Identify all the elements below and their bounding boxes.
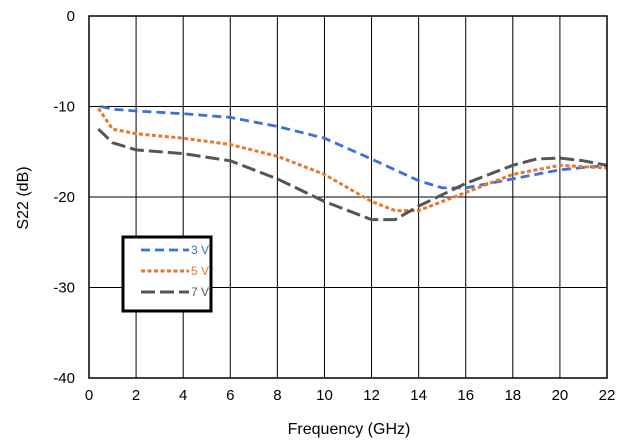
- x-tick-label: 12: [363, 387, 380, 404]
- legend-label-1: 3 V: [191, 243, 209, 257]
- series-line-2: [97, 107, 608, 213]
- x-tick-label: 10: [316, 387, 333, 404]
- legend-items: 3 V 5 V 7 V: [141, 243, 209, 299]
- y-tick-labels: 0 -10 -20 -30 -40: [53, 8, 75, 387]
- x-tick-label: 22: [599, 387, 616, 404]
- x-tick-label: 20: [552, 387, 569, 404]
- x-tick-label: 4: [179, 387, 187, 404]
- x-tick-label: 2: [132, 387, 140, 404]
- legend: 3 V 5 V 7 V: [121, 235, 213, 313]
- x-tick-label: 0: [85, 387, 93, 404]
- y-axis-label: S22 (dB): [15, 166, 32, 229]
- y-tick-label: -40: [53, 370, 75, 387]
- x-tick-label: 8: [273, 387, 281, 404]
- legend-label-2: 5 V: [191, 264, 209, 278]
- x-tick-labels: 0 2 4 6 8 10 12 14 16 18 20 22: [85, 387, 616, 404]
- y-tick-label: -10: [53, 99, 75, 116]
- data-series: [97, 105, 608, 222]
- legend-box: [121, 235, 213, 313]
- x-tick-label: 16: [457, 387, 474, 404]
- y-tick-label: -30: [53, 280, 75, 297]
- series-line-1: [100, 105, 608, 190]
- y-tick-label: 0: [67, 8, 75, 25]
- x-tick-label: 6: [226, 387, 234, 404]
- series-line-3: [97, 128, 608, 222]
- y-tick-label: -20: [53, 189, 75, 206]
- plot-frame: [88, 15, 608, 379]
- x-tick-label: 14: [410, 387, 427, 404]
- x-axis-label: Frequency (GHz): [288, 421, 411, 438]
- legend-label-3: 7 V: [191, 285, 209, 299]
- x-tick-label: 18: [504, 387, 521, 404]
